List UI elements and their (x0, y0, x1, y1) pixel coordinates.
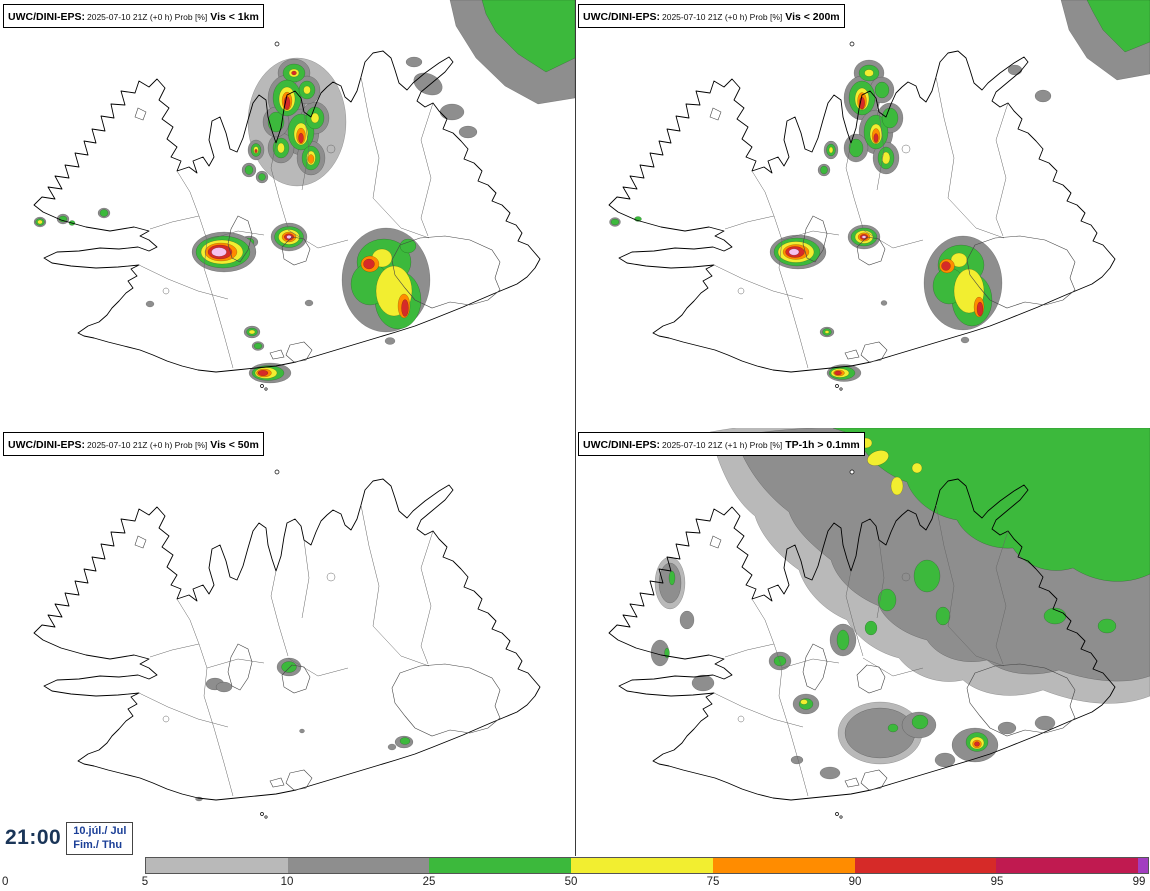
south-fog-blobs (819, 300, 888, 382)
colorbar-tick: 0 (2, 876, 9, 888)
colorbar-tick: 50 (564, 876, 578, 888)
valid-date: 10.júl./ Jul (73, 825, 127, 837)
central-fog-blob-b (270, 222, 308, 252)
iceland-map-tp-1h (608, 428, 1150, 819)
panel-title: UWC/DINI-EPS: 2025-07-10 21Z (+0 h) Prob … (3, 4, 264, 29)
model-name: UWC/DINI-EPS: (8, 11, 85, 23)
colorbar-tick: 90 (848, 876, 862, 888)
central-fog-remnants (205, 657, 302, 693)
model-name: UWC/DINI-EPS: (583, 439, 660, 451)
valid-time: 21:00 10.júl./ Jul Fim./ Thu (3, 821, 136, 856)
iceland-map-vis-50m (33, 469, 541, 819)
run-info: 2025-07-10 21Z (+1 h) Prob [%] (662, 440, 783, 450)
central-fog-blob-b (847, 224, 881, 250)
north-fog-cluster (241, 57, 347, 187)
panel-divider (575, 0, 576, 856)
colorbar-segment-green (429, 858, 572, 873)
panel-title: UWC/DINI-EPS: 2025-07-10 21Z (+1 h) Prob … (578, 432, 865, 457)
variable-name: Vis < 1km (210, 11, 259, 23)
southeast-precip-blob (790, 715, 1056, 780)
iceland-map-vis-1km (33, 0, 575, 391)
colorbar-tick: 75 (706, 876, 720, 888)
map-panel-tp-1h: UWC/DINI-EPS: 2025-07-10 21Z (+1 h) Prob … (575, 428, 1150, 856)
east-fog-blob (341, 227, 431, 345)
central-fog-blob-a (191, 231, 259, 273)
panel-title: UWC/DINI-EPS: 2025-07-10 21Z (+0 h) Prob … (3, 432, 264, 457)
precip-area-ne (1007, 0, 1150, 103)
run-info: 2025-07-10 21Z (+0 h) Prob [%] (87, 440, 208, 450)
panel-title: UWC/DINI-EPS: 2025-07-10 21Z (+0 h) Prob … (578, 4, 845, 29)
panel-grid: UWC/DINI-EPS: 2025-07-10 21Z (+0 h) Prob … (0, 0, 1150, 856)
variable-name: Vis < 50m (210, 439, 259, 451)
colorbar-segment-yellow (571, 858, 713, 873)
map-panel-vis-200m: UWC/DINI-EPS: 2025-07-10 21Z (+0 h) Prob … (575, 0, 1150, 428)
valid-date-box: 10.júl./ Jul Fim./ Thu (66, 822, 134, 855)
variable-name: TP-1h > 0.1mm (785, 439, 860, 451)
central-fog-blob-a (769, 234, 827, 270)
south-fog-blobs (145, 299, 314, 384)
map-panel-vis-50m: UWC/DINI-EPS: 2025-07-10 21Z (+0 h) Prob … (0, 428, 575, 856)
west-fog-dots (33, 207, 111, 228)
colorbar-segment-red (854, 858, 997, 873)
map-panel-vis-1km: UWC/DINI-EPS: 2025-07-10 21Z (+0 h) Prob … (0, 0, 575, 428)
legend-bar: 0 5 10 25 50 75 90 95 99 (0, 856, 1150, 891)
colorbar-segment-purple (1138, 858, 1149, 873)
run-info: 2025-07-10 21Z (+0 h) Prob [%] (662, 12, 783, 22)
probability-field (609, 0, 1150, 382)
north-fog-cluster (817, 59, 904, 177)
colorbar-segment-g1 (146, 858, 288, 873)
colorbar-segment-crimson (996, 858, 1139, 873)
east-fog-blob (923, 235, 1003, 344)
colorbar-tick: 95 (990, 876, 1004, 888)
colorbar-segment-g2 (287, 858, 430, 873)
run-info: 2025-07-10 21Z (+0 h) Prob [%] (87, 12, 208, 22)
west-fog-dots (609, 216, 642, 227)
precip-area-main (709, 428, 1150, 704)
model-name: UWC/DINI-EPS: (8, 439, 85, 451)
probability-field (650, 428, 1150, 780)
valid-time-clock: 21:00 (5, 826, 62, 850)
central-precip-blobs (768, 623, 937, 765)
colorbar-ticks: 0 5 10 25 50 75 90 95 99 (0, 876, 1150, 890)
colorbar-tick: 99 (1132, 876, 1146, 888)
probability-colorbar (145, 857, 1149, 874)
valid-weekday: Fim./ Thu (73, 839, 123, 852)
west-precip-fringes (650, 556, 715, 692)
precip-area-ne (405, 0, 575, 139)
colorbar-tick: 25 (422, 876, 436, 888)
probability-field (195, 657, 414, 802)
colorbar-segment-orange (712, 858, 855, 873)
model-name: UWC/DINI-EPS: (583, 11, 660, 23)
iceland-map-vis-200m (608, 0, 1150, 391)
southeast-fog-remnants (195, 728, 414, 802)
probability-field (33, 0, 575, 384)
colorbar-tick: 5 (141, 876, 149, 888)
variable-name: Vis < 200m (785, 11, 840, 23)
colorbar-tick: 10 (280, 876, 294, 888)
